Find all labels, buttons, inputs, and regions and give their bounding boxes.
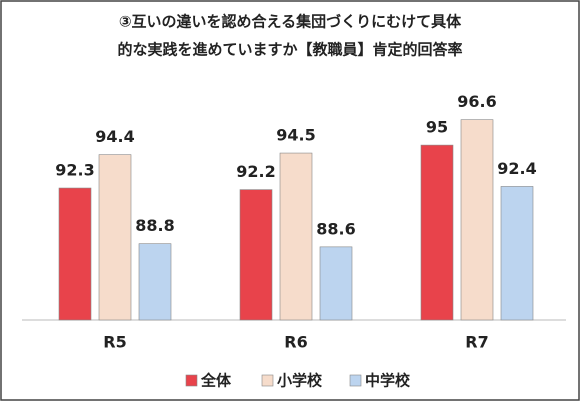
data-label: 92.4: [497, 159, 536, 178]
x-tick-label: R6: [284, 333, 307, 352]
legend-swatch: [261, 374, 274, 387]
legend-swatch: [185, 374, 198, 387]
bar: [98, 154, 132, 321]
data-label: 88.6: [316, 219, 355, 238]
bar: [239, 189, 273, 321]
bar: [420, 144, 454, 321]
bar: [460, 119, 494, 321]
chart-title: 的な実践を進めていますか【教職員】肯定的回答率: [117, 41, 462, 59]
bar: [58, 187, 92, 321]
data-label: 96.6: [457, 92, 496, 111]
chart-title: ③互いの違いを認め合える集団づくりにむけて具体: [119, 13, 462, 31]
legend-label: 小学校: [277, 372, 323, 390]
legend-label: 中学校: [365, 372, 411, 390]
legend-swatch: [349, 374, 362, 387]
data-label: 92.2: [236, 162, 275, 181]
legend-label: 全体: [200, 372, 232, 390]
data-label: 94.5: [276, 126, 315, 145]
data-label: 94.4: [95, 127, 134, 146]
data-label: 92.3: [55, 161, 94, 180]
x-tick-label: R7: [465, 333, 488, 352]
bar: [279, 152, 313, 321]
data-label: 88.8: [135, 216, 174, 235]
x-tick-label: R5: [103, 333, 126, 352]
bar: [138, 243, 172, 321]
bar: [500, 186, 534, 321]
data-label: 95: [426, 118, 448, 137]
bar: [319, 246, 353, 321]
